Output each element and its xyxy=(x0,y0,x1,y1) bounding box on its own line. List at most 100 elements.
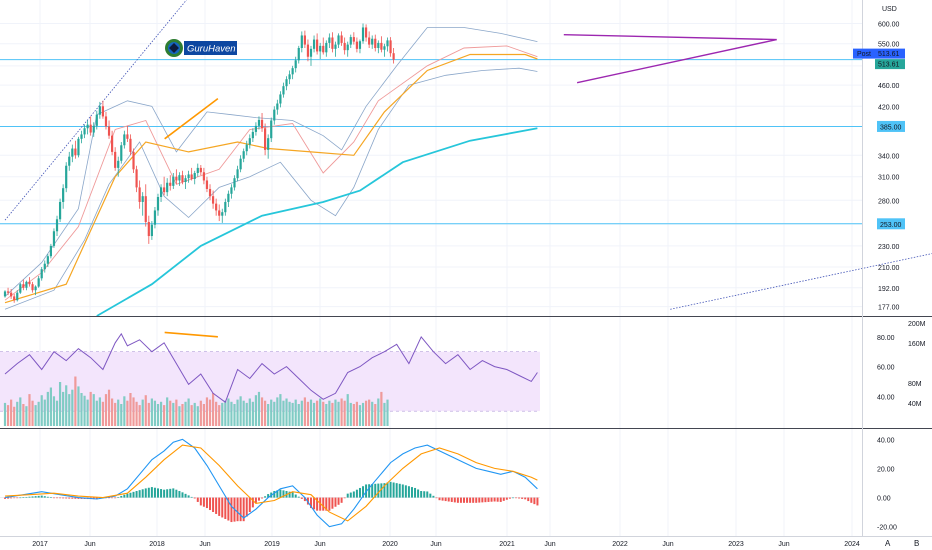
macd-histogram-bar xyxy=(447,497,450,502)
candle-body xyxy=(22,284,25,288)
macd-histogram-bar xyxy=(398,483,401,498)
candle-body xyxy=(325,42,328,53)
time-axis-label: 2017 xyxy=(32,541,48,548)
rsi-volume-pane[interactable] xyxy=(0,331,540,426)
volume-bar xyxy=(211,393,215,426)
candle-body xyxy=(123,134,126,146)
macd-histogram-bar xyxy=(487,497,490,502)
candle-body xyxy=(254,125,258,132)
macd-histogram-bar xyxy=(62,497,65,499)
brand-text: GuruHaven xyxy=(187,44,236,55)
macd-histogram-bar xyxy=(429,493,432,498)
candle-body xyxy=(156,197,160,211)
macd-axis-label: 20.00 xyxy=(877,466,895,473)
candle-body xyxy=(187,174,190,179)
volume-bar xyxy=(178,406,181,426)
volume-bar xyxy=(10,399,13,426)
volume-bar xyxy=(364,400,368,426)
macd-histogram-bar xyxy=(74,497,77,499)
macd-histogram-bar xyxy=(193,497,196,499)
macd-histogram-bar xyxy=(478,497,481,503)
candle-body xyxy=(239,158,242,170)
macd-histogram-bar xyxy=(230,497,233,523)
macd-signal-line xyxy=(4,444,538,522)
macd-histogram-bar xyxy=(273,491,276,498)
macd-histogram-bar xyxy=(331,497,334,509)
volume-bar xyxy=(58,382,62,426)
time-axis-label: 2022 xyxy=(612,541,628,548)
volume-axis-label: 160M xyxy=(908,341,926,348)
candle-body xyxy=(169,182,172,186)
macd-histogram-bar xyxy=(239,497,242,522)
volume-bar xyxy=(257,391,261,426)
volume-bar xyxy=(221,402,224,426)
volume-bar xyxy=(251,401,254,426)
volume-bar xyxy=(62,391,65,426)
candle-body xyxy=(245,144,248,152)
macd-histogram-bar xyxy=(34,496,37,498)
candle-body xyxy=(386,40,389,47)
volume-bar xyxy=(208,399,212,426)
macd-histogram-bar xyxy=(481,497,484,503)
candle-body xyxy=(288,74,291,80)
candle-body xyxy=(68,156,71,166)
candle-body xyxy=(380,42,383,50)
candle-body xyxy=(25,281,28,288)
macd-pane[interactable] xyxy=(0,438,540,528)
candle-body xyxy=(221,212,224,216)
candle-body xyxy=(141,196,144,202)
volume-bar xyxy=(316,400,319,426)
macd-histogram-bar xyxy=(46,496,49,498)
macd-histogram-bar xyxy=(184,493,187,498)
macd-histogram-bar xyxy=(521,497,524,499)
volume-bar xyxy=(126,400,129,426)
macd-histogram-bar xyxy=(291,492,294,498)
price-level-box xyxy=(877,218,905,230)
volume-bar xyxy=(25,406,28,426)
volume-bar xyxy=(264,400,267,426)
log-scale-button[interactable]: B xyxy=(914,539,919,548)
candle-body xyxy=(138,187,141,202)
candle-body xyxy=(364,27,368,38)
macd-histogram-bar xyxy=(444,497,447,502)
price-level-label: 253.00 xyxy=(880,222,902,229)
price-axis-label: 210.00 xyxy=(878,265,900,272)
macd-histogram-bar xyxy=(533,497,536,505)
volume-bar xyxy=(34,405,37,426)
macd-histogram-bar xyxy=(276,490,279,498)
time-axis-label: 2024 xyxy=(844,541,860,548)
candle-body xyxy=(28,281,31,285)
macd-histogram-bar xyxy=(475,497,478,503)
macd-histogram-bar xyxy=(386,482,389,498)
trend-highlight-line xyxy=(164,98,219,140)
volume-bar xyxy=(288,401,291,426)
volume-bar xyxy=(371,401,374,426)
volume-bar xyxy=(135,401,138,426)
candle-body xyxy=(52,231,56,246)
macd-histogram-bar xyxy=(322,497,325,511)
candle-body xyxy=(159,187,163,198)
volume-bar xyxy=(101,401,105,426)
candle-body xyxy=(126,134,129,139)
candle-body xyxy=(40,269,43,279)
volume-bar xyxy=(181,404,184,426)
candle-body xyxy=(65,165,68,189)
macd-histogram-bar xyxy=(28,496,31,498)
price-pane[interactable] xyxy=(0,0,932,317)
macd-histogram-bar xyxy=(352,491,355,498)
candle-body xyxy=(71,148,74,157)
volume-bar xyxy=(361,402,365,426)
volume-bar xyxy=(215,401,218,426)
macd-histogram-bar xyxy=(395,483,398,498)
macd-histogram-bar xyxy=(459,497,462,503)
volume-bar xyxy=(13,406,16,426)
time-axis-label: Jun xyxy=(430,541,441,548)
auto-scale-button[interactable]: A xyxy=(885,539,891,548)
candle-body xyxy=(77,138,80,156)
candle-body xyxy=(193,172,196,179)
time-axis-label: 2018 xyxy=(149,541,165,548)
macd-histogram-bar xyxy=(132,491,135,498)
volume-bar xyxy=(95,400,98,426)
